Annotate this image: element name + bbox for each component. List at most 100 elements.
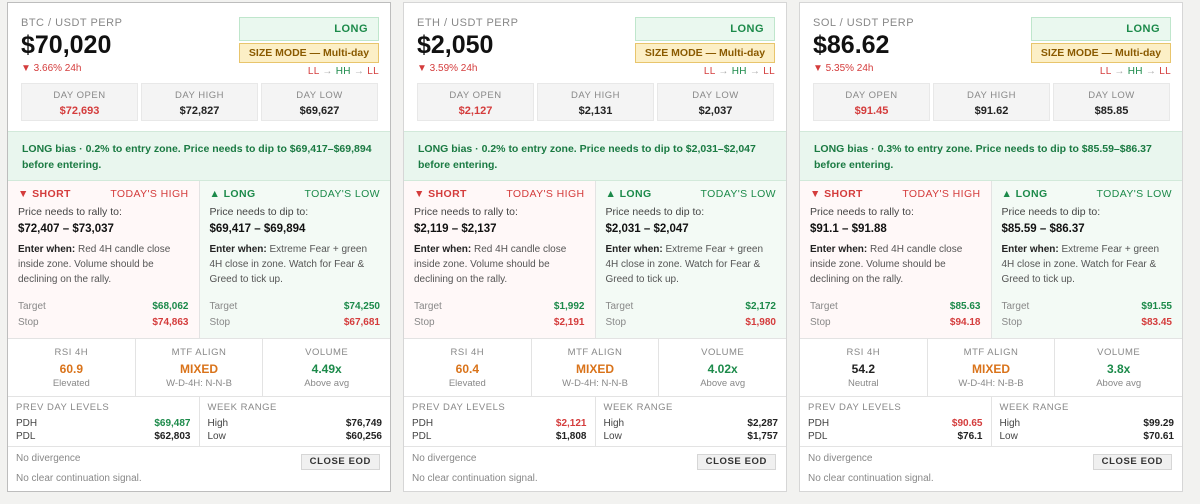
trade-card: SOL / USDT PERP $86.62 ▼ 5.35% 24h LONG … [799,2,1183,492]
pdl-value: $62,803 [154,431,191,442]
week-low-label: Low [207,431,226,442]
target-value: $74,250 [343,301,380,312]
divergence-text: No divergence [16,453,81,464]
rsi-metric: RSI 4H 60.4 Elevated [404,339,532,396]
week-low-label: Low [999,431,1018,442]
entry-condition: Enter when: Extreme Fear + green 4H clos… [1002,242,1173,287]
current-price: $70,020 [21,31,112,59]
mtf-metric: MTF ALIGN MIXED W-D-4H: N-B-B [928,339,1056,396]
day-open-stat: DAY OPEN $72,693 [21,83,138,121]
levels-label: PREV DAY LEVELS [16,402,110,413]
stat-label: DAY OPEN [449,90,502,101]
week-range: WEEK RANGE High $99.29 Low $70.61 [992,397,1183,446]
rsi-value: 60.9 [59,362,84,376]
trade-card: ETH / USDT PERP $2,050 ▼ 3.59% 24h LONG … [403,2,787,492]
price-change-24h: ▼ 5.35% 24h [813,63,874,74]
rsi-value: 60.4 [455,362,480,376]
long-zone: ▲ LONG TODAY'S LOW Price needs to dip to… [199,181,390,338]
long-zone: ▲ LONG TODAY'S LOW Price needs to dip to… [595,181,786,338]
pdl-label: PDL [16,431,36,442]
direction-badge: LONG [1031,17,1171,41]
zone-tag: TODAY'S HIGH [110,188,189,200]
card-footer: No divergence CLOSE EOD No clear continu… [8,447,390,491]
pdh-value: $90.65 [951,418,983,429]
levels-label: WEEK RANGE [207,402,277,413]
zone-instruction: Price needs to dip to: [605,206,705,218]
zone-header: ▼ SHORT TODAY'S HIGH [414,188,585,200]
short-zone: ▼ SHORT TODAY'S HIGH Price needs to rall… [800,181,992,338]
target-label: Target [605,301,634,312]
entry-label: Enter when: [18,244,76,255]
stop-label: Stop [209,317,231,328]
zone-tag: TODAY'S HIGH [506,188,585,200]
metrics-row: RSI 4H 60.9 Elevated MTF ALIGN MIXED W-D… [8,339,390,397]
prev-day-levels: PREV DAY LEVELS PDH $2,121 PDL $1,808 [404,397,596,446]
stat-value: $85.85 [1094,105,1129,117]
pdl-label: PDL [808,431,828,442]
card-header: BTC / USDT PERP $70,020 ▼ 3.66% 24h LONG… [8,3,390,131]
entry-condition: Enter when: Extreme Fear + green 4H clos… [210,242,381,287]
rsi-status: Neutral [848,378,879,389]
week-high-label: High [999,418,1021,429]
target-value: $85.63 [949,301,981,312]
stat-value: $69,627 [299,105,340,117]
continuation-text: No clear continuation signal. [16,473,142,484]
bias-banner: LONG bias · 0.2% to entry zone. Price ne… [404,131,786,181]
volume-metric: VOLUME 4.02x Above avg [659,339,786,396]
stat-label: DAY HIGH [174,90,225,101]
zone-instruction: Price needs to rally to: [414,206,518,218]
arrow-right-icon: → [749,66,764,77]
entry-condition: Enter when: Red 4H candle close inside z… [810,242,981,287]
week-low-value: $60,256 [345,431,382,442]
zone-tag: TODAY'S LOW [700,188,776,200]
zone-header: ▲ LONG TODAY'S LOW [210,188,381,200]
entry-text: Extreme Fear + green 4H close in zone. W… [1001,244,1160,285]
metric-label: RSI 4H [450,347,485,358]
volume-status: Above avg [1096,378,1142,389]
pdh-value: $69,487 [154,418,191,429]
week-high-value: $99.29 [1143,418,1174,429]
mtf-detail: W-D-4H: N-N-B [166,378,232,389]
stat-label: DAY LOW [692,90,739,101]
long-title: ▲ LONG [1001,188,1048,200]
long-title: ▲ LONG [209,188,256,200]
stat-label: DAY LOW [1088,90,1135,101]
bias-banner: LONG bias · 0.3% to entry zone. Price ne… [800,131,1182,181]
short-zone: ▼ SHORT TODAY'S HIGH Price needs to rall… [8,181,200,338]
stop-value: $1,980 [745,317,776,328]
metric-label: VOLUME [305,347,349,358]
stop-label: Stop [414,317,435,328]
stop-label: Stop [1001,317,1023,328]
close-eod-button[interactable]: CLOSE EOD [1092,454,1172,470]
entry-condition: Enter when: Red 4H candle close inside z… [18,242,189,287]
zone-header: ▲ LONG TODAY'S LOW [606,188,777,200]
stat-value: $2,127 [458,105,493,117]
week-low-label: Low [603,431,622,442]
stop-label: Stop [810,317,831,328]
target-stop: Target $2,172 Stop $1,980 [606,299,777,331]
entry-condition: Enter when: Red 4H candle close inside z… [414,242,585,287]
mtf-value: MIXED [972,362,1011,376]
close-eod-button[interactable]: CLOSE EOD [696,454,776,470]
levels-row: PREV DAY LEVELS PDH $2,121 PDL $1,808 WEEK… [404,397,786,447]
structure-step: LL [367,66,379,77]
long-zone: ▲ LONG TODAY'S LOW Price needs to dip to… [991,181,1182,338]
pdl-label: PDL [412,431,432,442]
metric-label: VOLUME [701,347,745,358]
direction-badge: LONG [635,17,775,41]
market-structure: LL → HH → LL [704,66,775,77]
stop-label: Stop [18,317,39,328]
rsi-status: Elevated [448,378,486,389]
target-value: $68,062 [152,301,189,312]
levels-row: PREV DAY LEVELS PDH $69,487 PDL $62,803 WE… [8,397,390,447]
close-eod-button[interactable]: CLOSE EOD [300,454,380,470]
day-stats: DAY OPEN $72,693 DAY HIGH $72,827 DAY LO… [21,83,378,121]
price-change-24h: ▼ 3.66% 24h [21,63,82,74]
direction-badge: LONG [239,17,379,41]
volume-value: 4.02x [707,362,738,376]
short-title: ▼ SHORT [810,188,863,200]
current-price: $2,050 [417,31,494,59]
stat-label: DAY HIGH [966,90,1017,101]
size-mode-badge: SIZE MODE — Multi-day [635,43,775,63]
zone-range: $2,031 – $2,047 [605,223,689,235]
